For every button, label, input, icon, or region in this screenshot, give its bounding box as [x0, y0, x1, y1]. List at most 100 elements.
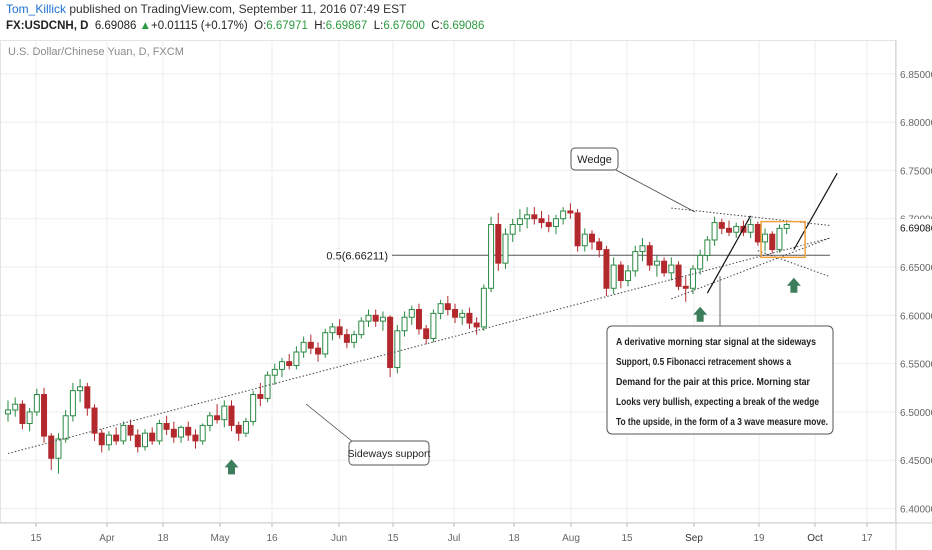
sideways-support-callout[interactable]: Sideways support [305, 403, 431, 466]
impulse-line[interactable] [706, 215, 752, 294]
morning-star-box[interactable] [760, 220, 806, 259]
candle-body-up [516, 218, 523, 226]
candle [689, 265, 696, 295]
candle-body-up [733, 225, 740, 233]
candle-body-down [113, 434, 120, 442]
candle-body-up [509, 224, 516, 235]
candle [488, 216, 495, 293]
time-tick-label: 18 [508, 533, 520, 544]
trendlines[interactable] [7, 173, 838, 454]
candle-body-up [524, 214, 531, 220]
author-link[interactable]: Tom_Killick [6, 2, 67, 16]
time-tick-label: Aug [562, 533, 580, 544]
time-tick-label: Sep [685, 533, 703, 544]
price-tick-label: 6.40000 [900, 505, 932, 516]
candle-body-down [149, 432, 156, 442]
morning-star-callout[interactable]: A derivative morning star signal at the … [606, 276, 834, 435]
candle [459, 309, 466, 325]
low-label: L: [373, 20, 384, 32]
candle [185, 421, 192, 441]
time-tick-label: 18 [157, 533, 169, 544]
candle [733, 222, 740, 239]
candle-body-down [41, 394, 48, 437]
wedge-lower-line[interactable] [671, 237, 831, 300]
close-value: 6.69086 [442, 20, 485, 32]
candle [322, 328, 329, 358]
candle [495, 212, 502, 271]
candle-body-up [199, 424, 206, 442]
candle-body-down [185, 426, 192, 436]
candle [625, 265, 632, 287]
candle [91, 404, 98, 441]
candle [401, 311, 408, 337]
candle-body-up [206, 415, 213, 426]
fibonacci-level[interactable]: 0.5(6.66211) [326, 250, 830, 262]
sideways-support-label: Sideways support [348, 448, 431, 460]
candle-body-down [603, 249, 610, 289]
candle [69, 382, 76, 422]
candle [307, 334, 314, 354]
candle [653, 255, 660, 277]
candle-body-down [589, 233, 596, 243]
candle-body-down [423, 328, 430, 339]
wedge-pointer-line [615, 169, 696, 213]
candle [531, 207, 538, 225]
candle [754, 221, 761, 246]
candle [105, 431, 112, 451]
high-value: 6.69867 [325, 20, 368, 32]
high-label: H: [314, 20, 326, 32]
candle [437, 299, 444, 320]
candle [639, 238, 646, 262]
candle-body-down [48, 435, 55, 459]
candle-body-up [401, 316, 408, 332]
candles [5, 203, 790, 474]
candle-body-up [502, 233, 509, 264]
candle-body-down [192, 434, 199, 442]
candle-body-up [293, 351, 300, 367]
symbol-label[interactable]: FX:USDCNH, D [6, 20, 89, 32]
candle-body-up [704, 239, 711, 256]
candle [387, 315, 394, 378]
candle-body-down [661, 260, 668, 274]
candle-body-down [682, 285, 689, 289]
candle-body-up [105, 434, 112, 446]
candle-body-down [545, 222, 552, 227]
open-value: 6.67971 [266, 20, 308, 32]
candle [98, 429, 105, 453]
wedge-flare-lower[interactable] [757, 250, 831, 278]
published-text: published on TradingView.com, September … [66, 2, 407, 16]
candle-body-down [718, 222, 725, 229]
candle [516, 209, 523, 233]
candle-body-down [452, 309, 459, 318]
sep-up-arrow-icon [786, 277, 801, 293]
candle-body-down [163, 423, 170, 430]
candle [351, 330, 358, 349]
sideways-support-line[interactable] [7, 237, 831, 454]
candle-body-up [12, 403, 19, 411]
candle-body-up [55, 438, 62, 459]
candle-body-up [178, 426, 185, 438]
candle [199, 423, 206, 445]
candle [113, 427, 120, 445]
up-triangle-icon: ▲ [139, 20, 151, 32]
price-axis[interactable]: 6.850006.800006.750006.700006.650006.600… [900, 70, 932, 516]
candle-body-down [531, 214, 538, 220]
price-tick-label: 6.50000 [900, 408, 932, 419]
note-line-4: Looks very bullish, expecting a break of… [616, 397, 819, 408]
candle [762, 228, 769, 252]
time-axis[interactable]: 15 Apr 18 May 16 Jun 15 Jul 18 Aug 15 Sep 19 Oct 17 [30, 523, 873, 544]
time-tick-label: Jun [331, 533, 347, 544]
time-tick-label: 15 [387, 533, 399, 544]
candle [589, 230, 596, 250]
price-tick-label: 6.85000 [900, 70, 932, 81]
time-tick-label: 16 [266, 533, 278, 544]
candle [661, 257, 668, 277]
candle-body-down [675, 264, 682, 287]
candle [33, 388, 40, 416]
wedge-callout[interactable]: Wedge [570, 147, 696, 213]
projection-line[interactable] [793, 173, 838, 250]
candle [206, 411, 213, 432]
candle-body-down [228, 405, 235, 426]
candle-body-up [120, 424, 127, 442]
